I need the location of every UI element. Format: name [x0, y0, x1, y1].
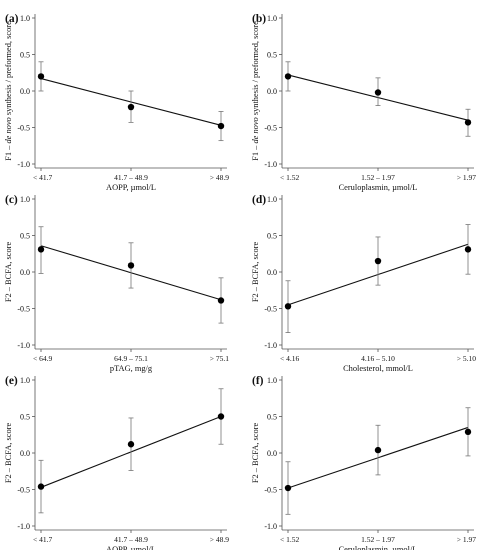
data-point — [217, 297, 225, 304]
y-tick-label: -1.0 — [264, 341, 277, 350]
x-category-label: 41.7 – 48.9 — [114, 535, 148, 544]
y-tick-label: 1.0 — [267, 14, 277, 23]
y-tick-label: -1.0 — [17, 341, 30, 350]
panel-letter: (e) — [5, 375, 18, 387]
y-tick-label: 0.0 — [267, 87, 277, 96]
panel-letter: (b) — [252, 13, 266, 25]
chart-panel: (e) 1.0 0.5 0.0 -0.5 -1.0< 41.7 41.7 – 48.9 > 4… — [4, 375, 229, 550]
y-tick-label: 1.0 — [20, 376, 30, 385]
x-category-label: > 5.10 — [457, 354, 476, 363]
data-point — [284, 73, 292, 80]
chart-panel: (f) 1.0 0.5 0.0 -0.5 -1.0< 1.52 1.52 – 1.97 > 1… — [251, 375, 476, 550]
x-category-label: < 41.7 — [33, 535, 52, 544]
y-axis-title: F2 – BCFA, score — [251, 423, 260, 484]
y-axis-title: F1 – de novo synthesis / preformed, scor… — [251, 21, 260, 161]
data-point — [284, 303, 292, 310]
x-category-label: > 1.97 — [457, 173, 476, 182]
data-point — [217, 413, 225, 420]
x-category-label: 1.52 – 1.97 — [361, 173, 395, 182]
data-point — [464, 246, 472, 253]
panel-letter: (c) — [5, 194, 18, 206]
panel-letter: (f) — [252, 375, 264, 387]
y-tick-label: 0.0 — [20, 449, 30, 458]
x-category-label: 4.16 – 5.10 — [361, 354, 395, 363]
x-category-label: > 48.9 — [210, 535, 229, 544]
y-tick-label: -0.5 — [264, 123, 277, 132]
data-point — [374, 257, 382, 265]
data-point — [464, 119, 472, 126]
y-tick-label: 0.0 — [267, 449, 277, 458]
data-point — [127, 103, 135, 111]
x-category-label: 1.52 – 1.97 — [361, 535, 395, 544]
y-tick-label: -1.0 — [17, 160, 30, 169]
data-point — [464, 428, 472, 436]
x-axis-title: Ceruloplasmin, µmol/L — [339, 183, 418, 192]
data-point — [127, 441, 135, 448]
y-tick-label: 0.0 — [20, 268, 30, 277]
chart-panel: (b) 1.0 0.5 0.0 -0.5 -1.0< 1.52 1.52 – 1.97 > 1… — [251, 13, 476, 192]
x-axis-title: Cholesterol, mmol/L — [343, 364, 413, 373]
chart-panel: (a) 1.0 0.5 0.0 -0.5 -1.0< 41.7 41.7 – 48.9 > 4… — [4, 13, 229, 192]
x-category-label: 64.9 – 75.1 — [114, 354, 148, 363]
y-tick-label: -1.0 — [264, 160, 277, 169]
y-axis-title: F2 – BCFA, score — [4, 423, 13, 484]
y-tick-label: 1.0 — [20, 14, 30, 23]
y-tick-label: 0.0 — [267, 268, 277, 277]
data-point — [374, 89, 382, 96]
x-axis-title: AOPP, µmol/L — [106, 545, 156, 550]
y-tick-label: 0.5 — [267, 231, 277, 240]
y-tick-label: 0.5 — [20, 50, 30, 59]
y-tick-label: 0.5 — [20, 412, 30, 421]
y-axis-title: F2 – BCFA, score — [4, 242, 13, 303]
y-tick-label: 0.5 — [267, 412, 277, 421]
data-point — [374, 446, 382, 454]
x-category-label: < 1.52 — [280, 173, 299, 182]
y-axis-title: F2 – BCFA, score — [251, 242, 260, 303]
y-tick-label: 1.0 — [20, 195, 30, 204]
x-category-label: > 1.97 — [457, 535, 476, 544]
data-point — [37, 246, 45, 253]
x-category-label: < 4.16 — [280, 354, 299, 363]
y-tick-label: 0.5 — [20, 231, 30, 240]
chart-panel: (c) 1.0 0.5 0.0 -0.5 -1.0< 64.9 64.9 – 75.1 > 7… — [4, 194, 229, 373]
x-category-label: < 41.7 — [33, 173, 52, 182]
x-category-label: 41.7 – 48.9 — [114, 173, 148, 182]
x-axis-title: pTAG, mg/g — [110, 364, 153, 373]
y-tick-label: -1.0 — [264, 522, 277, 531]
y-tick-label: -0.5 — [17, 485, 30, 494]
data-point — [284, 484, 292, 492]
x-axis-title: Ceruloplasmin, µmol/L — [339, 545, 418, 550]
data-point — [37, 483, 45, 490]
y-tick-label: -0.5 — [17, 304, 30, 313]
y-tick-label: -1.0 — [17, 522, 30, 531]
data-point — [37, 73, 45, 80]
y-tick-label: 0.0 — [20, 87, 30, 96]
y-tick-label: 1.0 — [267, 376, 277, 385]
panel-letter: (d) — [252, 194, 266, 206]
chart-panel: (d) 1.0 0.5 0.0 -0.5 -1.0< 4.16 4.16 – 5.10 > 5… — [251, 194, 476, 373]
data-point — [127, 262, 135, 269]
y-tick-label: 1.0 — [267, 195, 277, 204]
x-category-label: > 75.1 — [210, 354, 229, 363]
y-tick-label: -0.5 — [264, 485, 277, 494]
x-axis-title: AOPP, µmol/L — [106, 183, 156, 192]
x-category-label: < 64.9 — [33, 354, 52, 363]
x-category-label: > 48.9 — [210, 173, 229, 182]
panel-letter: (a) — [5, 13, 19, 25]
y-axis-title: F1 – de novo synthesis / preformed, scor… — [4, 21, 13, 161]
data-point — [217, 122, 225, 130]
y-tick-label: -0.5 — [17, 123, 30, 132]
x-category-label: < 1.52 — [280, 535, 299, 544]
y-tick-label: -0.5 — [264, 304, 277, 313]
y-tick-label: 0.5 — [267, 50, 277, 59]
